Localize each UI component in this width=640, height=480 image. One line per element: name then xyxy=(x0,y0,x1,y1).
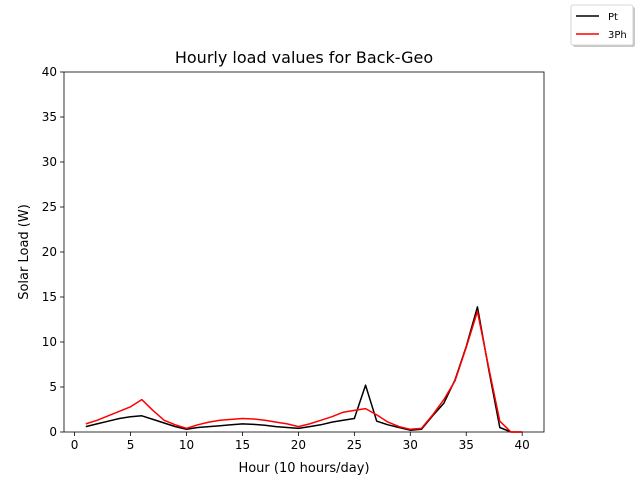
x-tick-label: 15 xyxy=(235,438,250,452)
y-tick-label: 5 xyxy=(49,380,57,394)
chart-title: Hourly load values for Back-Geo xyxy=(175,48,433,67)
plot-frame xyxy=(63,71,545,433)
y-tick-label: 10 xyxy=(42,335,57,349)
x-tick-label: 40 xyxy=(515,438,530,452)
plot-area xyxy=(63,71,545,433)
x-tick-label: 20 xyxy=(291,438,306,452)
series-line-pt xyxy=(85,306,523,433)
y-tick-label: 25 xyxy=(42,200,57,214)
x-tick-label: 25 xyxy=(347,438,362,452)
legend-label-3ph: 3Ph xyxy=(608,30,627,41)
series-group xyxy=(85,306,523,433)
x-tick-label: 5 xyxy=(127,438,135,452)
x-axis-label: Hour (10 hours/day) xyxy=(238,461,369,476)
legend-label-pt: Pt xyxy=(608,12,618,23)
x-tick-label: 10 xyxy=(179,438,194,452)
x-tick-label: 0 xyxy=(71,438,79,452)
y-tick-label: 0 xyxy=(49,425,57,439)
y-axis-label: Solar Load (W) xyxy=(17,204,32,300)
y-tick-label: 15 xyxy=(42,290,57,304)
series-line-3ph xyxy=(85,310,523,433)
y-tick-label: 30 xyxy=(42,155,57,169)
x-axis: 0 5 10 15 20 25 30 35 40 xyxy=(71,432,530,452)
legend: Pt 3Ph xyxy=(570,4,635,47)
y-tick-label: 40 xyxy=(42,65,57,79)
y-tick-label: 35 xyxy=(42,110,57,124)
legend-box xyxy=(570,4,634,46)
y-axis: 0 5 10 15 20 25 30 35 40 xyxy=(42,65,64,439)
x-tick-label: 35 xyxy=(459,438,474,452)
x-tick-label: 30 xyxy=(403,438,418,452)
y-tick-label: 20 xyxy=(42,245,57,259)
